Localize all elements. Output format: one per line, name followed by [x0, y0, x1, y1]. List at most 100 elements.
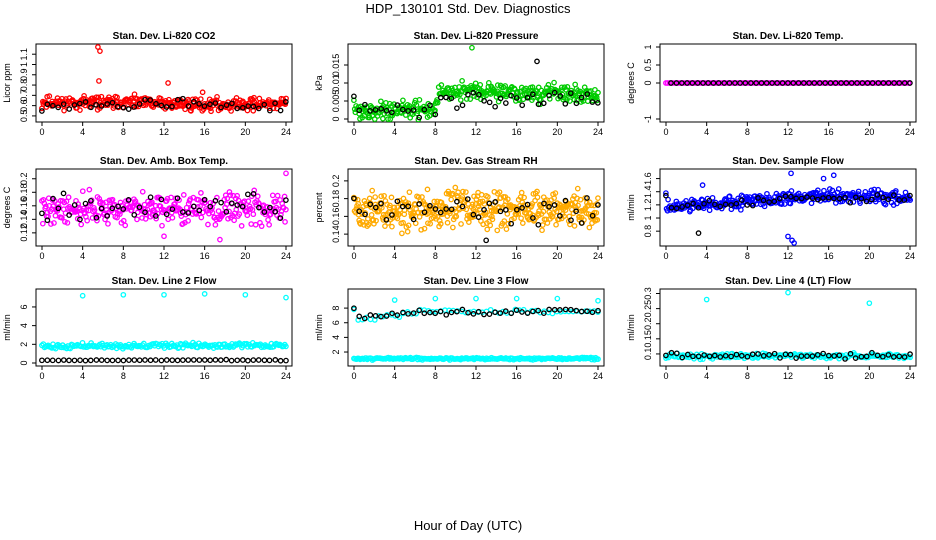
point-series-1 [188, 108, 194, 114]
point-series-1 [193, 211, 200, 217]
point-series-1 [43, 203, 49, 210]
point-series-2 [250, 103, 257, 110]
y-tick-label: 0.16 [19, 197, 29, 215]
point-series-3 [394, 312, 401, 318]
y-tick-label: 0.2 [19, 173, 29, 186]
point-series-2 [832, 80, 839, 86]
y-axis-label: degrees C [2, 186, 12, 228]
point-series-2 [557, 93, 564, 99]
point-series-1 [577, 196, 584, 203]
point-series-2 [831, 195, 837, 202]
point-series-2 [863, 198, 870, 205]
point-series-1 [422, 201, 429, 208]
point-series-2 [721, 80, 728, 86]
point-series-2 [673, 350, 680, 357]
point-series-1 [406, 189, 413, 196]
point-series-2 [771, 350, 778, 357]
point-series-2 [470, 211, 477, 218]
point-series-2 [410, 216, 417, 223]
y-tick-label: 0.3 [643, 287, 653, 300]
point-series-2 [180, 357, 186, 363]
point-series-2 [416, 201, 423, 207]
point-series-2 [798, 195, 805, 202]
y-tick-label: 6 [331, 320, 341, 325]
point-series-2 [804, 353, 810, 360]
point-series-2 [546, 92, 552, 99]
point-series-2 [372, 204, 379, 211]
point-series-1 [706, 207, 713, 214]
point-series-1 [416, 96, 423, 103]
point-series-3 [573, 307, 580, 314]
point-series-2 [180, 209, 186, 215]
point-series-1 [485, 199, 492, 206]
x-tick-label: 12 [783, 371, 793, 381]
point-series-1 [81, 92, 87, 99]
point-series-2 [389, 212, 395, 218]
point-series-2 [875, 80, 882, 86]
point-series-2 [50, 102, 56, 109]
point-series-2 [809, 195, 816, 202]
point-series-2 [891, 80, 897, 86]
point-series-1 [453, 213, 460, 220]
y-tick-label: 0.16 [331, 208, 341, 226]
point-series-1 [586, 224, 593, 231]
point-series-1 [788, 170, 794, 177]
x-tick-label: 0 [39, 127, 44, 137]
point-series-2 [437, 94, 444, 101]
point-series-1 [594, 217, 601, 223]
point-series-2 [49, 357, 56, 364]
point-series-1 [898, 80, 904, 86]
point-series-2 [432, 206, 439, 212]
point-series-2 [115, 357, 121, 364]
point-series-2 [852, 355, 859, 361]
point-series-1 [534, 188, 540, 195]
point-series-1 [378, 193, 385, 200]
point-series-2 [174, 357, 181, 364]
point-series-2 [55, 357, 62, 364]
point-series-1 [87, 200, 94, 206]
point-series-2 [595, 202, 601, 208]
x-tick-label: 8 [745, 371, 750, 381]
point-series-2 [820, 350, 827, 357]
point-series-1 [463, 189, 469, 195]
point-series-1 [39, 220, 46, 227]
point-series-2 [239, 104, 246, 111]
point-series-2 [809, 353, 816, 359]
point-series-3 [562, 306, 569, 313]
point-series-2 [705, 80, 712, 86]
point-series-1 [473, 196, 480, 203]
point-series-2 [234, 202, 241, 208]
point-series-2 [55, 104, 62, 111]
point-series-1 [252, 221, 259, 228]
point-series-1 [835, 186, 842, 192]
point-series-2 [679, 204, 685, 210]
point-series-3 [405, 310, 411, 317]
point-series-2 [169, 103, 175, 110]
point-series-2 [508, 92, 514, 99]
point-series-3 [584, 308, 590, 315]
x-tick-label: 24 [593, 371, 603, 381]
point-series-1 [594, 201, 600, 207]
point-series-2 [573, 100, 580, 107]
point-series-2 [777, 355, 783, 361]
point-series-3 [486, 311, 493, 317]
x-tick-label: 20 [240, 127, 250, 137]
point-series-2 [443, 206, 450, 212]
point-series-1 [803, 80, 810, 86]
point-series-1 [431, 198, 438, 205]
point-series-2 [410, 107, 417, 113]
point-series-2 [277, 215, 284, 221]
point-series-2 [497, 208, 504, 215]
y-tick-label: 0 [643, 80, 653, 85]
point-series-2 [282, 98, 289, 105]
point-series-2 [540, 100, 547, 107]
point-series-1 [887, 80, 894, 86]
point-series-2 [196, 101, 203, 107]
point-series-1 [663, 190, 669, 196]
point-series-3 [389, 310, 395, 317]
y-tick-label: 0.8 [19, 79, 29, 92]
point-series-2 [825, 352, 832, 359]
x-tick-label: 12 [159, 127, 169, 137]
point-series-2 [760, 353, 767, 359]
point-series-2 [831, 353, 838, 359]
